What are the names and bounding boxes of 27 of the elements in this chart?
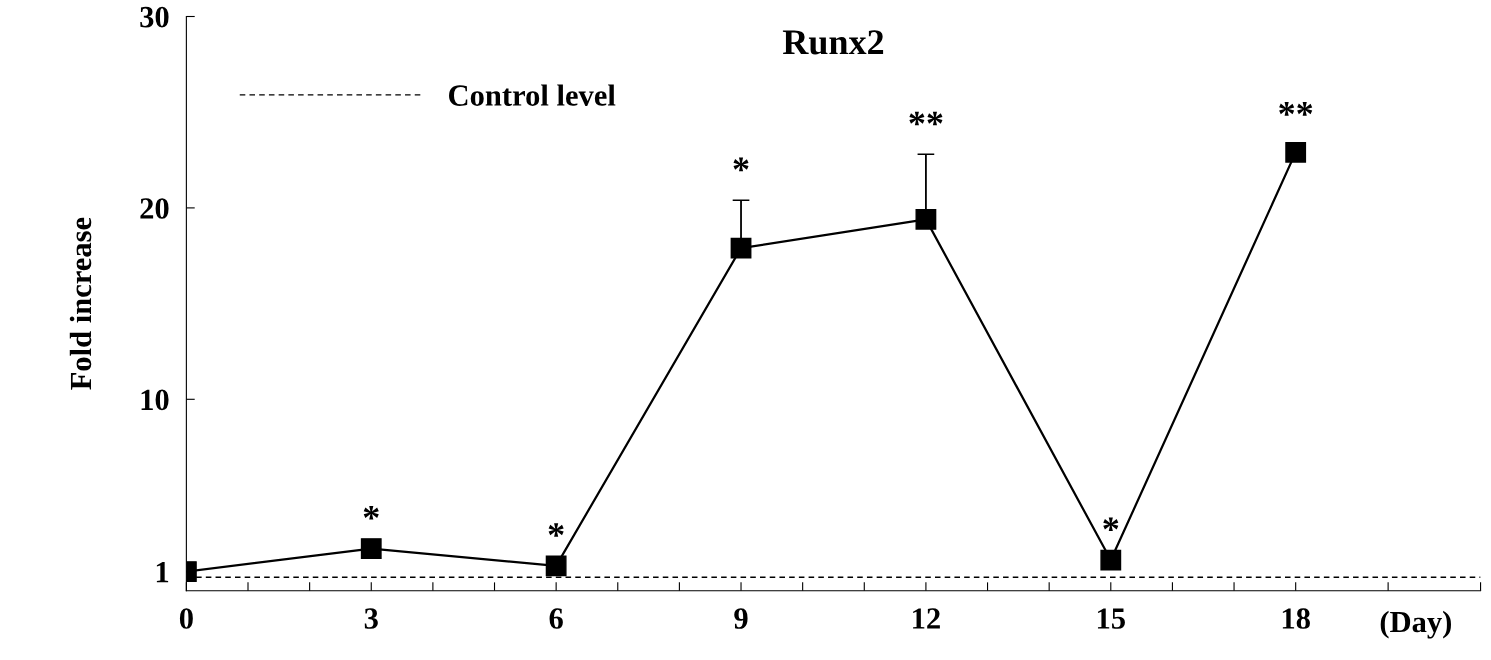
x-tick-label: 6 xyxy=(549,608,563,629)
y-tick-label: 10 xyxy=(141,389,169,411)
point xyxy=(730,237,752,259)
x-tick-label: 0 xyxy=(179,608,193,629)
point xyxy=(1285,141,1307,163)
x-tick-label: 18 xyxy=(1282,608,1310,629)
chart-title: Runx2 xyxy=(782,30,884,55)
ref-line-label: Control level xyxy=(449,84,616,106)
y-axis-title: Fold increase xyxy=(69,217,92,390)
annotation: * xyxy=(1103,517,1119,532)
y-tick-label: 30 xyxy=(140,6,169,28)
point xyxy=(360,538,382,560)
annotation: ** xyxy=(1279,102,1313,116)
x-axis-title: (Day) xyxy=(1380,610,1451,639)
annotation: ** xyxy=(909,111,943,126)
annotation: * xyxy=(733,157,749,172)
point xyxy=(915,208,937,230)
point xyxy=(1100,549,1122,571)
x-tick-label: 3 xyxy=(364,608,378,629)
y-tick-label: 1 xyxy=(156,561,169,583)
x-tick-label: 15 xyxy=(1097,608,1125,629)
x-tick-label: 12 xyxy=(913,608,940,629)
annotation: * xyxy=(548,523,564,537)
point xyxy=(545,555,567,577)
annotation: * xyxy=(363,505,379,520)
y-tick-label: 20 xyxy=(140,198,169,219)
x-tick-label: 9 xyxy=(734,608,748,629)
